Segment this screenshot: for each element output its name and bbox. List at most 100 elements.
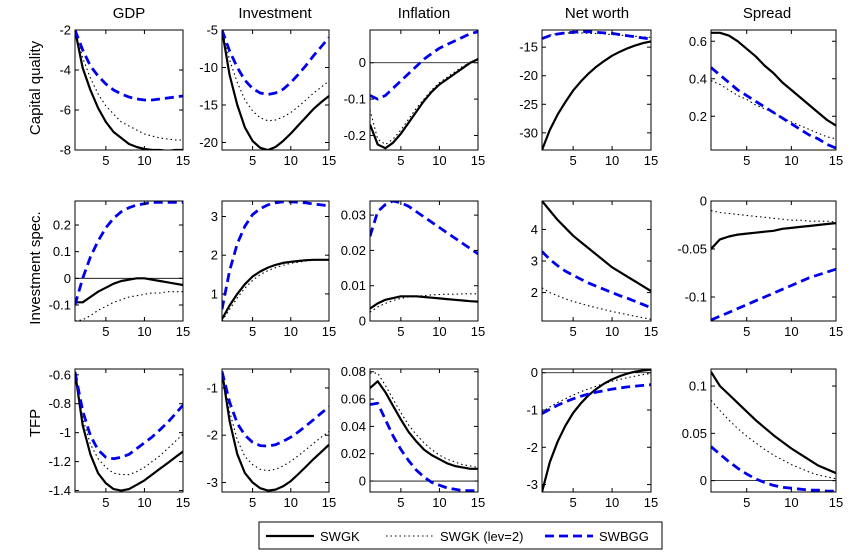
series-line-swgk-lev2: [542, 287, 651, 320]
y-tick-label: 0.03: [341, 208, 366, 223]
x-tick-label: 10: [137, 153, 151, 168]
series-line-swgk: [222, 30, 329, 150]
y-tick-label: 0.02: [341, 446, 366, 461]
y-tick-label: -0.1: [49, 298, 71, 313]
x-tick-label: 10: [137, 324, 151, 339]
x-tick-label: 5: [570, 495, 577, 510]
series-line-swgk-lev2: [222, 371, 329, 472]
y-tick-label: 0.01: [341, 278, 366, 293]
series-line-swgk-lev2: [370, 57, 478, 146]
x-tick-label: 5: [397, 153, 404, 168]
y-tick-label: -15: [519, 40, 538, 55]
y-tick-label: 0.05: [682, 426, 707, 441]
axes-frame: [369, 200, 479, 322]
panel-tfp-inflation: 5 10 15 0.08 0.06 0.04 0.02 0: [341, 364, 486, 510]
x-tick-label: 10: [284, 495, 298, 510]
series-line-swgk: [711, 31, 836, 127]
panel-capital-quality-gdp: 5 10 15 -2 -4 -6 -8: [59, 23, 190, 169]
axes-frame: [369, 368, 479, 493]
series-line-swgk: [222, 258, 329, 320]
series-line-swbgg: [542, 30, 651, 41]
series-line-swgk-lev2: [75, 30, 183, 141]
x-tick-label: 10: [605, 153, 619, 168]
y-tick-label: 0: [359, 314, 366, 329]
x-tick-label: 5: [102, 495, 109, 510]
panel-tfp-investment: 5 10 15 -1 -2 -3: [206, 368, 336, 510]
series-line-swbgg: [370, 201, 478, 256]
y-tick-label: -0.1: [344, 92, 366, 107]
axes-frame: [74, 368, 184, 493]
axes-frame: [221, 368, 330, 493]
series-line-swgk: [75, 277, 183, 304]
y-tick-label: 4: [531, 222, 538, 237]
x-tick-label: 15: [176, 324, 190, 339]
y-tick-label: 0: [700, 473, 707, 488]
column-title-net-worth: Net worth: [565, 5, 629, 22]
series-line-swgk: [75, 371, 183, 492]
x-tick-label: 15: [322, 153, 336, 168]
series-line-swgk: [711, 371, 836, 475]
x-tick-label: 10: [784, 495, 798, 510]
series-line-swbgg: [222, 371, 329, 448]
x-tick-label: 5: [397, 324, 404, 339]
y-tick-label: -1: [526, 403, 538, 418]
y-tick-label: 0.2: [689, 109, 707, 124]
x-tick-label: 10: [605, 495, 619, 510]
y-tick-label: -3: [206, 475, 218, 490]
axes-frame: [541, 29, 652, 151]
series-line-swgk: [75, 30, 183, 150]
y-tick-label: -3: [526, 477, 538, 492]
x-tick-label: 10: [605, 324, 619, 339]
series-line-swbgg: [370, 401, 478, 492]
row-label-tfp: TFP: [27, 409, 44, 437]
x-tick-label: 10: [432, 324, 446, 339]
series-line-swgk: [542, 40, 651, 150]
axes-frame: [369, 29, 479, 151]
y-tick-label: -0.6: [49, 367, 71, 382]
series-line-swbgg: [711, 267, 836, 321]
y-tick-label: 0: [700, 194, 707, 209]
legend-box: [258, 521, 663, 550]
y-tick-label: 3: [531, 254, 538, 269]
series-line-swbgg: [222, 30, 329, 96]
y-tick-label: -0.05: [677, 242, 707, 257]
axes-frame: [74, 200, 184, 322]
x-tick-label: 5: [743, 324, 750, 339]
y-tick-label: -1: [59, 425, 71, 440]
panel-capital-quality-investment: 5 10 15 -5 -10 -15 -20: [199, 23, 336, 169]
y-tick-label: -1.4: [49, 483, 71, 498]
panel-tfp-gdp: 5 10 15 -0.6 -0.8 -1 -1.2 -1.4: [49, 367, 191, 510]
panel-investment-spec-investment: 5 10 15 3 2 1: [211, 200, 336, 339]
panel-capital-quality-net-worth: 5 10 15 -15 -20 -25 -30: [519, 29, 658, 168]
axes-frame: [74, 29, 184, 151]
series-line-swgk-lev2: [370, 372, 478, 468]
y-tick-label: 0: [359, 55, 366, 70]
y-tick-label: -25: [519, 97, 538, 112]
panel-investment-spec-net-worth: 5 10 15 4 3 2: [531, 200, 658, 339]
series-line-swbgg: [222, 201, 329, 310]
y-tick-label: -30: [519, 125, 538, 140]
y-tick-label: -2: [206, 428, 218, 443]
series-line-swbgg: [711, 445, 836, 492]
panel-capital-quality-inflation: 5 10 15 0 -0.1 -0.2: [344, 29, 485, 168]
panel-investment-spec-spread: 5 10 15 0 -0.05 -0.1: [677, 194, 843, 340]
y-tick-label: 0.1: [689, 379, 707, 394]
x-tick-label: 15: [176, 495, 190, 510]
panel-tfp-spread: 5 10 15 0.1 0.05 0: [682, 368, 843, 510]
series-line-swbgg: [370, 30, 478, 101]
x-tick-label: 10: [784, 153, 798, 168]
panel-investment-spec-inflation: 5 10 15 0.03 0.02 0.01 0: [341, 200, 485, 339]
y-tick-label: 0.08: [341, 364, 366, 379]
series-line-swgk: [222, 371, 329, 492]
legend-label-swgk-lev2: SWGK (lev=2): [440, 529, 523, 544]
y-tick-label: -0.2: [344, 128, 366, 143]
axes-frame: [710, 200, 837, 322]
series-line-swgk-lev2: [75, 291, 183, 321]
row-label-capital-quality: Capital quality: [27, 40, 44, 135]
x-tick-label: 15: [322, 324, 336, 339]
x-tick-label: 10: [432, 153, 446, 168]
y-tick-label: -5: [206, 23, 218, 38]
x-tick-label: 15: [829, 153, 843, 168]
x-tick-label: 5: [570, 153, 577, 168]
